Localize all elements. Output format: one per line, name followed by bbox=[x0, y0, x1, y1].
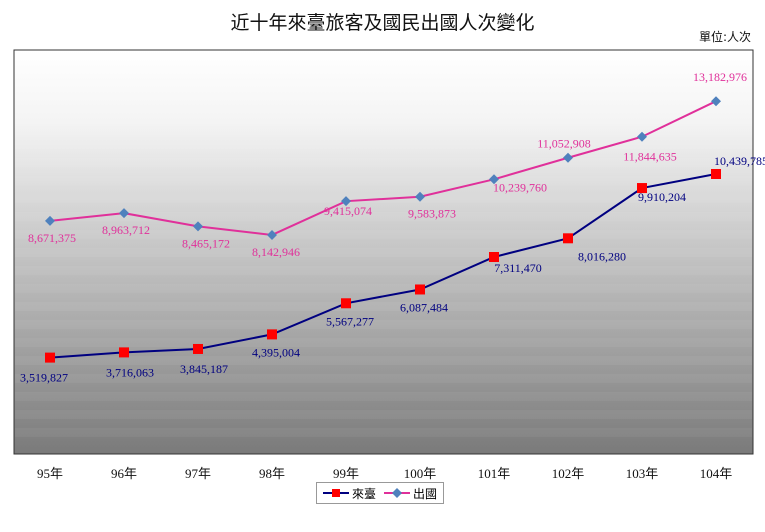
data-label-series-0-6: 7,311,470 bbox=[494, 261, 542, 275]
data-label-series-1-7: 11,052,908 bbox=[537, 137, 591, 151]
data-label-series-1-3: 8,142,946 bbox=[252, 245, 300, 259]
x-tick-label-7: 102年 bbox=[552, 466, 585, 481]
series-line-0 bbox=[49, 173, 717, 359]
x-tick-label-3: 98年 bbox=[259, 466, 285, 481]
legend: 來臺 出國 bbox=[316, 482, 445, 504]
data-label-series-0-5: 6,087,484 bbox=[400, 300, 448, 314]
background-band bbox=[15, 302, 752, 311]
background-band bbox=[15, 212, 752, 221]
data-point-series-0-4 bbox=[341, 298, 351, 309]
data-label-series-1-0: 8,671,375 bbox=[28, 231, 76, 245]
data-label-series-0-4: 5,567,277 bbox=[326, 314, 374, 328]
data-point-series-1-9 bbox=[711, 96, 721, 107]
data-point-series-1-3 bbox=[267, 229, 277, 240]
background-band bbox=[15, 140, 752, 149]
data-label-series-0-8: 9,910,204 bbox=[638, 190, 686, 204]
chart-title: 近十年來臺旅客及國民出國人次變化 bbox=[230, 12, 535, 34]
data-point-series-0-2 bbox=[193, 343, 203, 354]
data-point-series-1-8 bbox=[637, 131, 647, 142]
data-point-series-1-7 bbox=[563, 152, 573, 163]
legend-label-series-1: 出國 bbox=[413, 486, 438, 501]
background-band bbox=[15, 392, 752, 401]
data-point-series-1-4 bbox=[341, 196, 351, 207]
data-label-series-0-7: 8,016,280 bbox=[578, 249, 626, 263]
data-label-series-1-5: 9,583,873 bbox=[408, 207, 456, 221]
background-band bbox=[15, 284, 752, 293]
data-point-series-1-5 bbox=[415, 191, 425, 202]
x-tick-label-1: 96年 bbox=[111, 466, 137, 481]
x-tick-label-0: 95年 bbox=[37, 466, 63, 481]
legend-marker-series-0 bbox=[323, 489, 349, 497]
data-label-series-1-8: 11,844,635 bbox=[623, 150, 677, 164]
legend-label-series-0: 來臺 bbox=[352, 486, 377, 501]
data-label-series-1-9: 13,182,976 bbox=[693, 70, 747, 84]
background-band bbox=[15, 320, 752, 329]
data-point-series-0-0 bbox=[45, 352, 55, 363]
x-tick-label-9: 104年 bbox=[700, 466, 733, 481]
background-band bbox=[15, 356, 752, 365]
data-label-series-0-9: 10,439,785 bbox=[714, 154, 765, 168]
data-label-series-0-0: 3,519,827 bbox=[20, 371, 68, 385]
x-tick-label-2: 97年 bbox=[185, 466, 211, 481]
data-point-series-0-3 bbox=[267, 329, 277, 340]
background-band bbox=[15, 410, 752, 419]
data-label-series-1-2: 8,465,172 bbox=[182, 236, 230, 250]
data-point-series-0-8 bbox=[637, 183, 647, 194]
background-band bbox=[15, 248, 752, 257]
x-tick-label-5: 100年 bbox=[404, 466, 437, 481]
background-band bbox=[15, 266, 752, 275]
background-band bbox=[15, 158, 752, 167]
data-label-series-1-4: 9,415,074 bbox=[324, 204, 372, 218]
data-label-series-1-6: 10,239,760 bbox=[493, 180, 547, 194]
data-point-series-0-5 bbox=[415, 284, 425, 295]
background-band bbox=[15, 428, 752, 437]
data-label-series-0-1: 3,716,063 bbox=[106, 365, 154, 379]
background-band bbox=[15, 230, 752, 239]
legend-item-series-1: 出國 bbox=[384, 485, 437, 502]
background-band bbox=[15, 176, 752, 185]
data-point-series-1-0 bbox=[45, 215, 55, 226]
plot-area bbox=[13, 49, 754, 455]
data-label-series-0-2: 3,845,187 bbox=[180, 362, 228, 376]
x-tick-label-4: 99年 bbox=[333, 466, 359, 481]
data-point-series-1-6 bbox=[489, 174, 499, 185]
legend-item-series-0: 來臺 bbox=[323, 485, 376, 502]
legend-marker-series-1 bbox=[384, 488, 411, 498]
x-tick-label-8: 103年 bbox=[626, 466, 659, 481]
data-point-series-0-1 bbox=[119, 347, 129, 358]
data-label-series-0-3: 4,395,004 bbox=[252, 345, 300, 359]
data-point-series-0-6 bbox=[489, 252, 499, 263]
data-point-series-1-2 bbox=[193, 221, 203, 232]
data-point-series-0-9 bbox=[711, 168, 721, 179]
background-band bbox=[15, 338, 752, 347]
x-tick-label-6: 101年 bbox=[478, 466, 511, 481]
data-point-series-1-1 bbox=[119, 208, 129, 219]
series-line-1 bbox=[49, 100, 717, 236]
background-band bbox=[15, 374, 752, 383]
background-band bbox=[15, 122, 752, 131]
data-label-series-1-1: 8,963,712 bbox=[102, 223, 150, 237]
unit-label: 單位:人次 bbox=[698, 30, 751, 44]
data-point-series-0-7 bbox=[563, 233, 573, 244]
